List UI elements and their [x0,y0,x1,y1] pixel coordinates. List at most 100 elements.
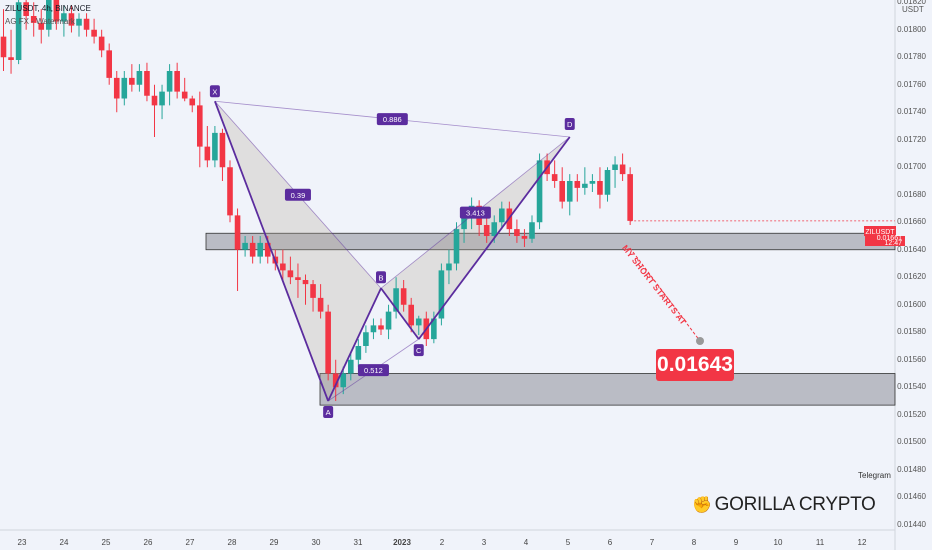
time-axis-label: 28 [228,538,237,547]
candle-body [23,2,29,16]
candle-body [483,225,490,236]
candle-body [181,91,188,99]
candle-body [604,170,611,195]
time-axis-label: 5 [566,538,571,547]
candle-body [317,297,324,312]
candle-body [0,36,7,58]
candle-body [38,22,45,30]
candle-body [129,77,135,85]
candle-body [582,183,588,188]
pattern-point-label: X [212,87,217,96]
symbol-title: ZILUSDT, 4h, BINANCE [5,4,91,13]
brand-watermark: ✊ GORILLA CRYPTO [692,494,876,516]
candle-body [325,311,331,374]
time-axis-label: 29 [270,538,279,547]
candle-body [529,222,535,239]
symbol-tag-text: ZILUSDT [865,229,895,236]
price-axis-label: 0.01780 [897,52,926,62]
candle-body [370,325,377,333]
ratio-badge [459,206,491,219]
candle-body [627,174,633,221]
time-axis-label: 26 [144,538,153,547]
pattern-point-label: D [567,120,573,129]
time-axis-label: 6 [608,538,613,547]
candle-body [98,36,105,51]
pattern-point-b [376,271,386,284]
price-axis-label: 0.01700 [897,162,926,172]
candle-body [204,146,211,161]
time-axis-label: 25 [102,538,111,547]
telegram-label[interactable]: Telegram [858,471,891,480]
ratio-label: 0.39 [291,191,306,200]
candle-body [280,263,286,271]
candle-body [8,57,14,60]
time-axis-label: 10 [774,538,783,547]
pattern-leg [327,287,382,402]
arrow-icon [696,337,704,345]
pattern-point-label: A [326,408,331,417]
candle-body [415,318,422,326]
candle-body [159,91,165,106]
price-axis-label: 0.01680 [897,189,926,199]
candle-body [536,160,543,223]
pattern-point-c [413,344,424,357]
price-axis-label: 0.01580 [897,327,926,337]
candle-body [53,0,60,22]
candle-body [76,18,82,26]
time-axis-label: 2023 [393,538,411,547]
candle-body [348,359,354,374]
ratio-label: 3.413 [466,209,485,218]
time-axis-label: 3 [482,538,487,547]
candle-body [431,318,437,340]
candle-body [113,77,120,99]
time-axis-label: 9 [734,538,739,547]
candle-body [310,284,316,298]
candle-body [385,311,392,330]
candle-body [521,236,528,239]
arm-icon: ✊ [692,497,712,514]
candle-body [491,222,498,236]
price-axis-label: 0.01460 [897,492,926,502]
candle-body [212,132,218,161]
candle-body [227,167,233,216]
candle-body [106,50,112,78]
candle-body [91,29,97,37]
target-price-label: 0.01643 [656,349,734,381]
candle-body [197,105,203,147]
pattern-point-x [209,85,220,98]
candle-body [295,277,301,280]
time-axis-label: 8 [692,538,697,547]
price-axis-label: 0.01500 [897,437,926,447]
candle-body [612,164,618,170]
ratio-badge [357,364,389,377]
price-axis-label: 0.01740 [897,107,926,117]
candle-body [257,242,263,257]
candle-body [242,242,248,250]
candle-body [15,2,22,60]
xab-triangle [214,101,381,401]
candle-body [499,208,505,223]
pattern-leg [380,287,420,340]
candle-body [61,13,67,22]
candle-body [551,174,558,181]
time-axis-label: 31 [354,538,363,547]
ratio-label: 0.886 [383,115,402,124]
price-axis-unit: USDT [902,5,924,14]
current-price-badge: 0.01661 12:47 [865,235,905,247]
candle-body [559,181,565,202]
candle-body [234,215,241,250]
time-axis-label: 27 [186,538,195,547]
time-axis-label: 12 [858,538,867,547]
price-axis-label: 0.01600 [897,299,926,309]
candle-body [461,215,467,230]
price-axis-label: 0.01640 [897,244,926,254]
candle-body [68,13,75,26]
candle-body [363,332,369,346]
candle-body [83,18,90,30]
time-axis-label: 23 [18,538,27,547]
candle-body [136,71,143,85]
support-zone [319,373,896,406]
bar-countdown: 12:47 [884,240,902,247]
bcd-triangle [381,137,570,340]
